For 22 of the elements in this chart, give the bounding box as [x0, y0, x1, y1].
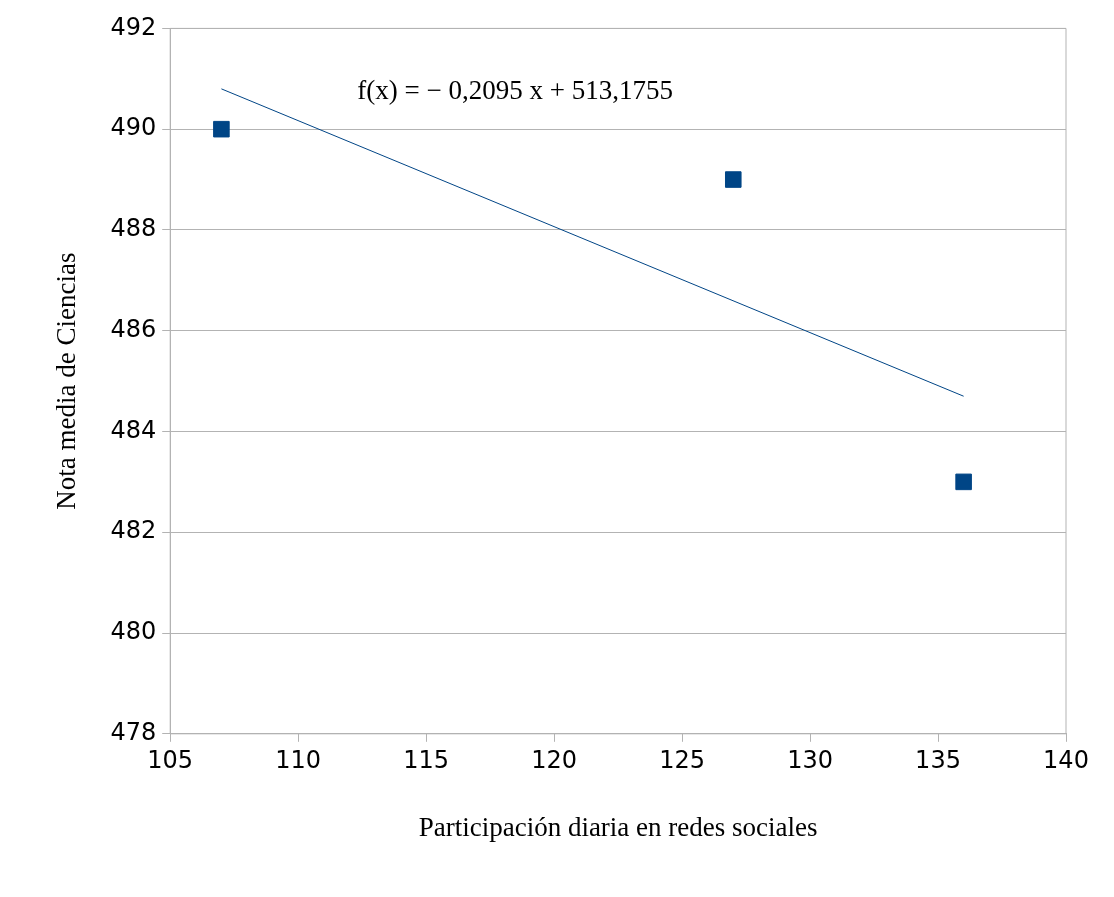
x-axis-title: Participación diaria en redes sociales: [418, 811, 818, 842]
y-tick-label: 478: [110, 718, 157, 747]
x-tick-label: 140: [1043, 746, 1089, 775]
x-tick-label: 110: [275, 746, 322, 775]
x-tick-label: 115: [403, 746, 450, 775]
y-tick-label: 482: [110, 516, 157, 545]
x-tick-label: 120: [531, 746, 578, 775]
point: [725, 171, 742, 188]
x-tick-label: 135: [915, 746, 961, 775]
x-tick-label: 125: [659, 746, 705, 775]
annotation: f(x) = − 0,2095 x + 513,1755: [357, 74, 673, 105]
point: [955, 473, 972, 491]
y-tick-label: 480: [110, 617, 157, 646]
y-tick-label: 484: [110, 415, 157, 444]
y-tick-label: 486: [110, 314, 157, 343]
y-tick-label: 488: [110, 214, 157, 243]
y-tick-label: 492: [110, 12, 157, 41]
x-tick-label: 130: [787, 746, 833, 775]
x-tick-label: 105: [147, 746, 194, 775]
y-tick-label: 490: [110, 113, 157, 142]
point: [213, 120, 230, 138]
y-axis-title: Nota media de Ciencias: [51, 252, 82, 510]
